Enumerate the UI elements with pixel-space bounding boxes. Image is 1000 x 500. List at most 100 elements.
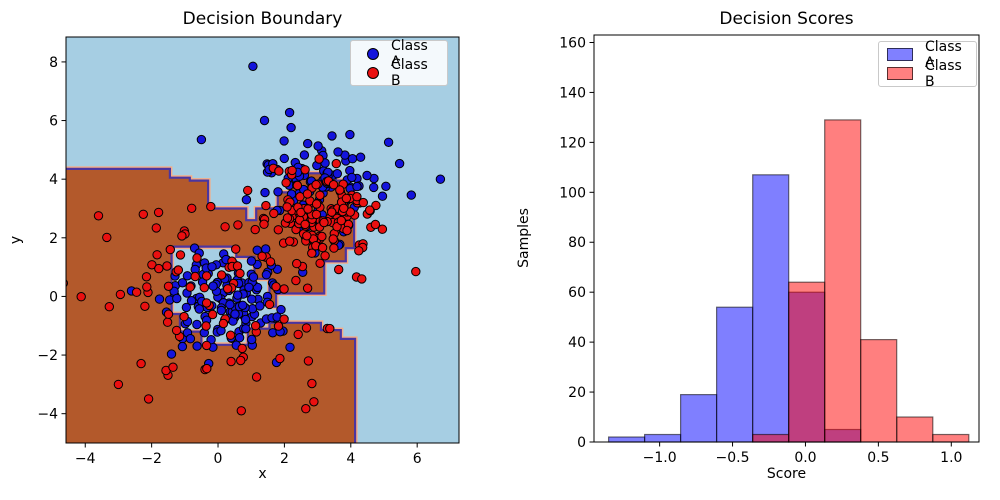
x-tick-label: 4 [346,451,355,467]
scatter-point [152,250,162,260]
y-tick-label: 120 [559,135,586,151]
scatter-point [336,215,346,226]
scatter-point [307,248,317,258]
scatter-point [138,209,149,220]
scatter-point [207,309,218,320]
scatter-point [303,138,313,149]
y-tick-label: 20 [568,385,586,401]
scatter-point [274,166,284,176]
scatter-point [201,321,211,331]
scatter-point [162,317,173,327]
scatter-point [153,207,164,218]
scatter-point [282,213,293,223]
left-plot-legend: Class A Class B [350,38,448,89]
scatter-point [181,302,192,313]
scatter-point [406,190,416,200]
y-tick-label: 4 [49,172,58,188]
scatter-point [165,244,176,255]
scatter-series-class-b [66,154,421,416]
class-a-dot-marker [367,47,379,60]
histogram-plot-area [607,119,970,443]
scatter-point [154,294,165,304]
scatter-point [257,251,267,261]
y-tick-label: 0 [49,289,58,305]
scatter-point [259,219,269,229]
x-tick-label: 6 [413,451,422,467]
scatter-point [331,158,341,169]
scatter-point [302,283,313,293]
scatter-point [269,208,279,219]
legend-item-class-b: Class B [359,57,439,89]
histogram-bar [752,174,790,443]
y-tick-label: 40 [568,335,586,351]
scatter-point [411,266,421,277]
scatter-point [236,355,246,366]
scatter-point [76,292,86,302]
scatter-point [173,265,184,275]
scatter-point [113,379,124,390]
scatter-point [225,299,235,310]
scatter-point [264,299,275,310]
scatter-point [208,281,218,291]
histogram-bar [679,394,718,443]
x-tick-label: 0.5 [867,450,889,466]
scatter-point [282,202,292,212]
scatter-point [226,356,236,367]
x-tick-label: 0.0 [794,450,816,466]
scatter-point [335,185,345,195]
scatter-point [362,170,372,181]
scatter-point [237,343,247,354]
scatter-point [334,264,344,275]
scatter-point [192,319,202,330]
scatter-point [287,165,297,176]
scatter-point [251,372,262,382]
right-y-axis-label: Samples [516,208,532,268]
scatter-point [238,300,248,310]
scatter-point [309,397,319,407]
scatter-point [104,302,115,312]
scatter-point [252,245,262,255]
scatter-point [285,342,295,352]
scatter-point [260,187,270,198]
scatter-point [317,242,328,253]
scatter-point [333,147,343,157]
y-tick-label: 2 [49,231,58,247]
scatter-point [182,271,193,281]
scatter-point [325,323,335,334]
scatter-point [140,301,150,311]
scatter-point [220,222,230,232]
legend-item-class-a: Class A [359,38,439,70]
scatter-point [358,197,368,208]
scatter-point [394,158,405,169]
scatter-point [141,272,152,282]
scatter-point [177,278,188,288]
scatter-point [192,253,202,263]
scatter-point [244,282,254,292]
scatter-point [248,61,258,72]
scatter-point [248,272,259,282]
scatter-point [261,200,271,211]
y-tick-label: 160 [559,35,586,51]
scatter-point [166,349,177,359]
histogram-bar [607,436,646,443]
scatter-point [216,305,227,316]
scatter-point [315,190,325,201]
histogram-bar [932,433,970,443]
scatter-point [206,201,216,212]
legend-label: Class B [391,56,428,89]
scatter-point [311,209,322,220]
scatter-point [201,340,212,351]
scatter-point [284,107,295,118]
scatter-point [370,219,381,230]
x-tick-label: 1.0 [940,450,962,466]
scatter-point [241,195,252,205]
scatter-point [168,362,178,372]
scatter-point [185,282,195,292]
scatter-point [233,290,243,300]
left-plot-title: Decision Boundary [182,9,343,29]
scatter-point [300,219,310,230]
scatter-point [177,341,188,352]
scatter-point [354,246,364,256]
scatter-point [339,203,349,214]
class-a-swatch-marker [887,48,913,61]
